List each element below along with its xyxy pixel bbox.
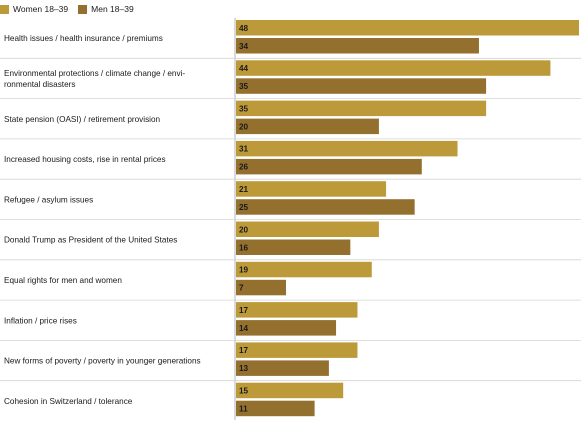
bar-women [236, 100, 487, 117]
value-label-men: 16 [239, 243, 249, 252]
bar-women [236, 221, 379, 237]
bar-women [236, 382, 344, 399]
value-label-women: 15 [239, 386, 249, 395]
legend-swatch-women [0, 4, 9, 14]
value-label-men: 25 [239, 203, 249, 212]
bar-men [236, 239, 351, 255]
legend-label-women: Women 18–39 [13, 4, 69, 14]
bar-men [236, 320, 337, 336]
value-label-women: 21 [239, 185, 249, 194]
value-label-men: 11 [239, 404, 248, 413]
bar-women [236, 342, 358, 358]
value-label-men: 13 [239, 364, 249, 373]
bar-women [236, 302, 358, 318]
legend-swatch-men [78, 4, 88, 14]
value-label-women: 44 [239, 64, 249, 73]
category-label: Health issues / health insurance / premi… [4, 34, 163, 43]
category-label: New forms of poverty / poverty in younge… [4, 357, 201, 366]
category-label: Cohesion in Switzerland / tolerance [4, 397, 133, 406]
bar-men [236, 400, 315, 417]
category-label: Inflation / price rises [4, 316, 77, 325]
value-label-women: 17 [239, 306, 249, 315]
category-label: Environmental protections / climate chan… [4, 69, 185, 89]
category-label-line: ronmental disasters [4, 80, 75, 89]
category-label: Increased housing costs, rise in rental … [4, 155, 166, 164]
bar-men [236, 78, 487, 94]
category-label-line: Increased housing costs, rise in rental … [4, 155, 166, 164]
category-label-line: Environmental protections / climate chan… [4, 69, 185, 78]
value-label-women: 35 [239, 104, 249, 113]
category-label-line: New forms of poverty / poverty in younge… [4, 357, 201, 366]
category-label-line: Health issues / health insurance / premi… [4, 34, 163, 43]
bar-women [236, 60, 551, 76]
value-label-women: 48 [239, 24, 249, 33]
category-label: Donald Trump as President of the United … [4, 236, 177, 245]
category-label-line: Cohesion in Switzerland / tolerance [4, 397, 133, 406]
legend: Women 18–39 Men 18–39 [0, 0, 144, 18]
category-label: Refugee / asylum issues [4, 195, 93, 204]
bar-women [236, 140, 458, 157]
value-label-women: 31 [239, 145, 249, 154]
category-label-line: Refugee / asylum issues [4, 195, 93, 204]
legend-label-men: Men 18–39 [91, 4, 134, 14]
value-label-men: 26 [239, 163, 249, 172]
category-label-line: State pension (OASI) / retirement provis… [4, 115, 161, 124]
bar-men [236, 360, 329, 376]
bar-men [236, 158, 422, 175]
category-label: Equal rights for men and women [4, 276, 122, 285]
value-label-men: 35 [239, 82, 249, 91]
legend-item-women: Women 18–39 [0, 4, 68, 14]
category-label-line: Donald Trump as President of the United … [4, 236, 177, 245]
value-label-men: 20 [239, 122, 249, 131]
value-label-men: 34 [239, 42, 249, 51]
value-label-women: 19 [239, 266, 249, 275]
category-label: State pension (OASI) / retirement provis… [4, 115, 161, 124]
bar-men [236, 118, 379, 135]
value-label-women: 20 [239, 225, 249, 234]
bar-men [236, 199, 415, 215]
bar-women [236, 261, 372, 278]
value-label-men: 14 [239, 324, 249, 333]
bar-men [236, 38, 479, 54]
legend-item-men: Men 18–39 [78, 4, 134, 14]
value-label-men: 7 [239, 284, 244, 293]
category-label-line: Inflation / price rises [4, 316, 77, 325]
bar-men [236, 279, 287, 296]
value-label-women: 17 [239, 346, 249, 355]
category-label-line: Equal rights for men and women [4, 276, 122, 285]
bar-women [236, 20, 579, 36]
bar-women [236, 181, 387, 197]
